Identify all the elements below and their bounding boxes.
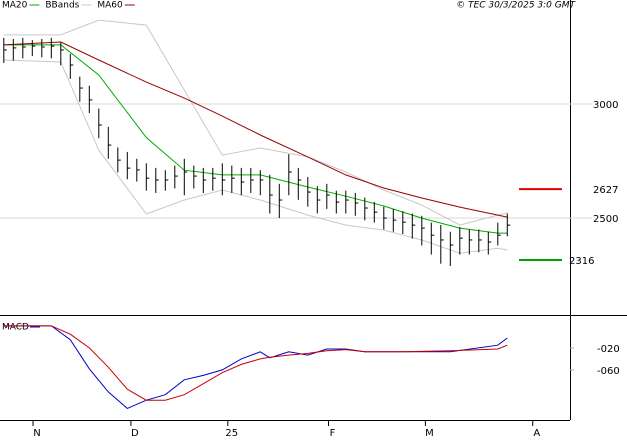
y-tick-label: -020	[597, 344, 620, 355]
level-label: 2627	[593, 185, 618, 196]
x-tick-label: D	[131, 428, 139, 439]
indicator-line	[3, 44, 508, 234]
macd-line	[3, 325, 508, 409]
band-lower	[3, 59, 508, 254]
legend-label: BBands	[45, 1, 79, 11]
y-tick-label: 3000	[593, 100, 618, 111]
level-label: 2316	[569, 256, 594, 267]
x-tick-label: N	[33, 428, 40, 439]
indicator-line	[3, 41, 508, 218]
macd-title: MACD	[2, 323, 29, 333]
y-tick-label: 2500	[593, 214, 618, 225]
legend-label: MA20	[2, 1, 28, 11]
x-tick-label: M	[425, 428, 434, 439]
band-upper	[3, 19, 508, 226]
x-tick-label: F	[330, 428, 336, 439]
legend-label: MA60	[97, 1, 123, 11]
macd-line	[3, 325, 508, 401]
copyright: © TEC 30/3/2025 3:0 GMT	[456, 1, 576, 11]
y-tick-label: -060	[597, 366, 620, 377]
x-tick-label: A	[533, 428, 540, 439]
x-tick-label: 25	[225, 428, 238, 439]
